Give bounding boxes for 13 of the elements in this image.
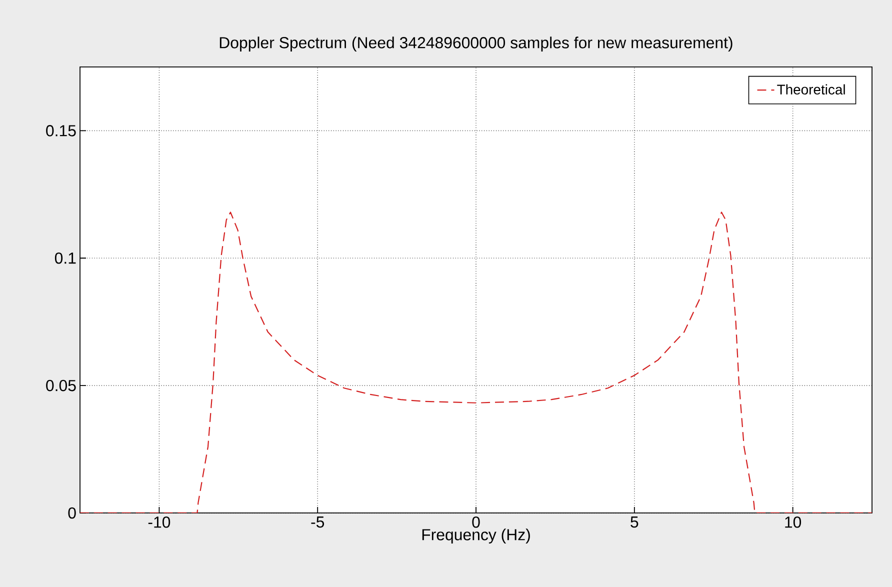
y-tick-label: 0 bbox=[68, 507, 76, 519]
chart-title: Doppler Spectrum (Need 342489600000 samples for new measurement) bbox=[220, 36, 732, 52]
x-tick-label: 10 bbox=[785, 516, 802, 528]
line-series bbox=[80, 212, 872, 513]
x-tick-label: 0 bbox=[472, 516, 480, 528]
legend-label: Theoretical bbox=[777, 84, 845, 95]
x-tick-label: -5 bbox=[311, 516, 324, 528]
x-tick-label: 5 bbox=[630, 516, 638, 528]
x-axis-title: Frequency (Hz) bbox=[422, 528, 530, 544]
y-tick-label: 0.1 bbox=[54, 252, 76, 264]
y-tick-label: 0.15 bbox=[46, 125, 76, 136]
y-tick-label: 0.05 bbox=[46, 380, 76, 392]
x-tick-label: -10 bbox=[148, 516, 170, 528]
